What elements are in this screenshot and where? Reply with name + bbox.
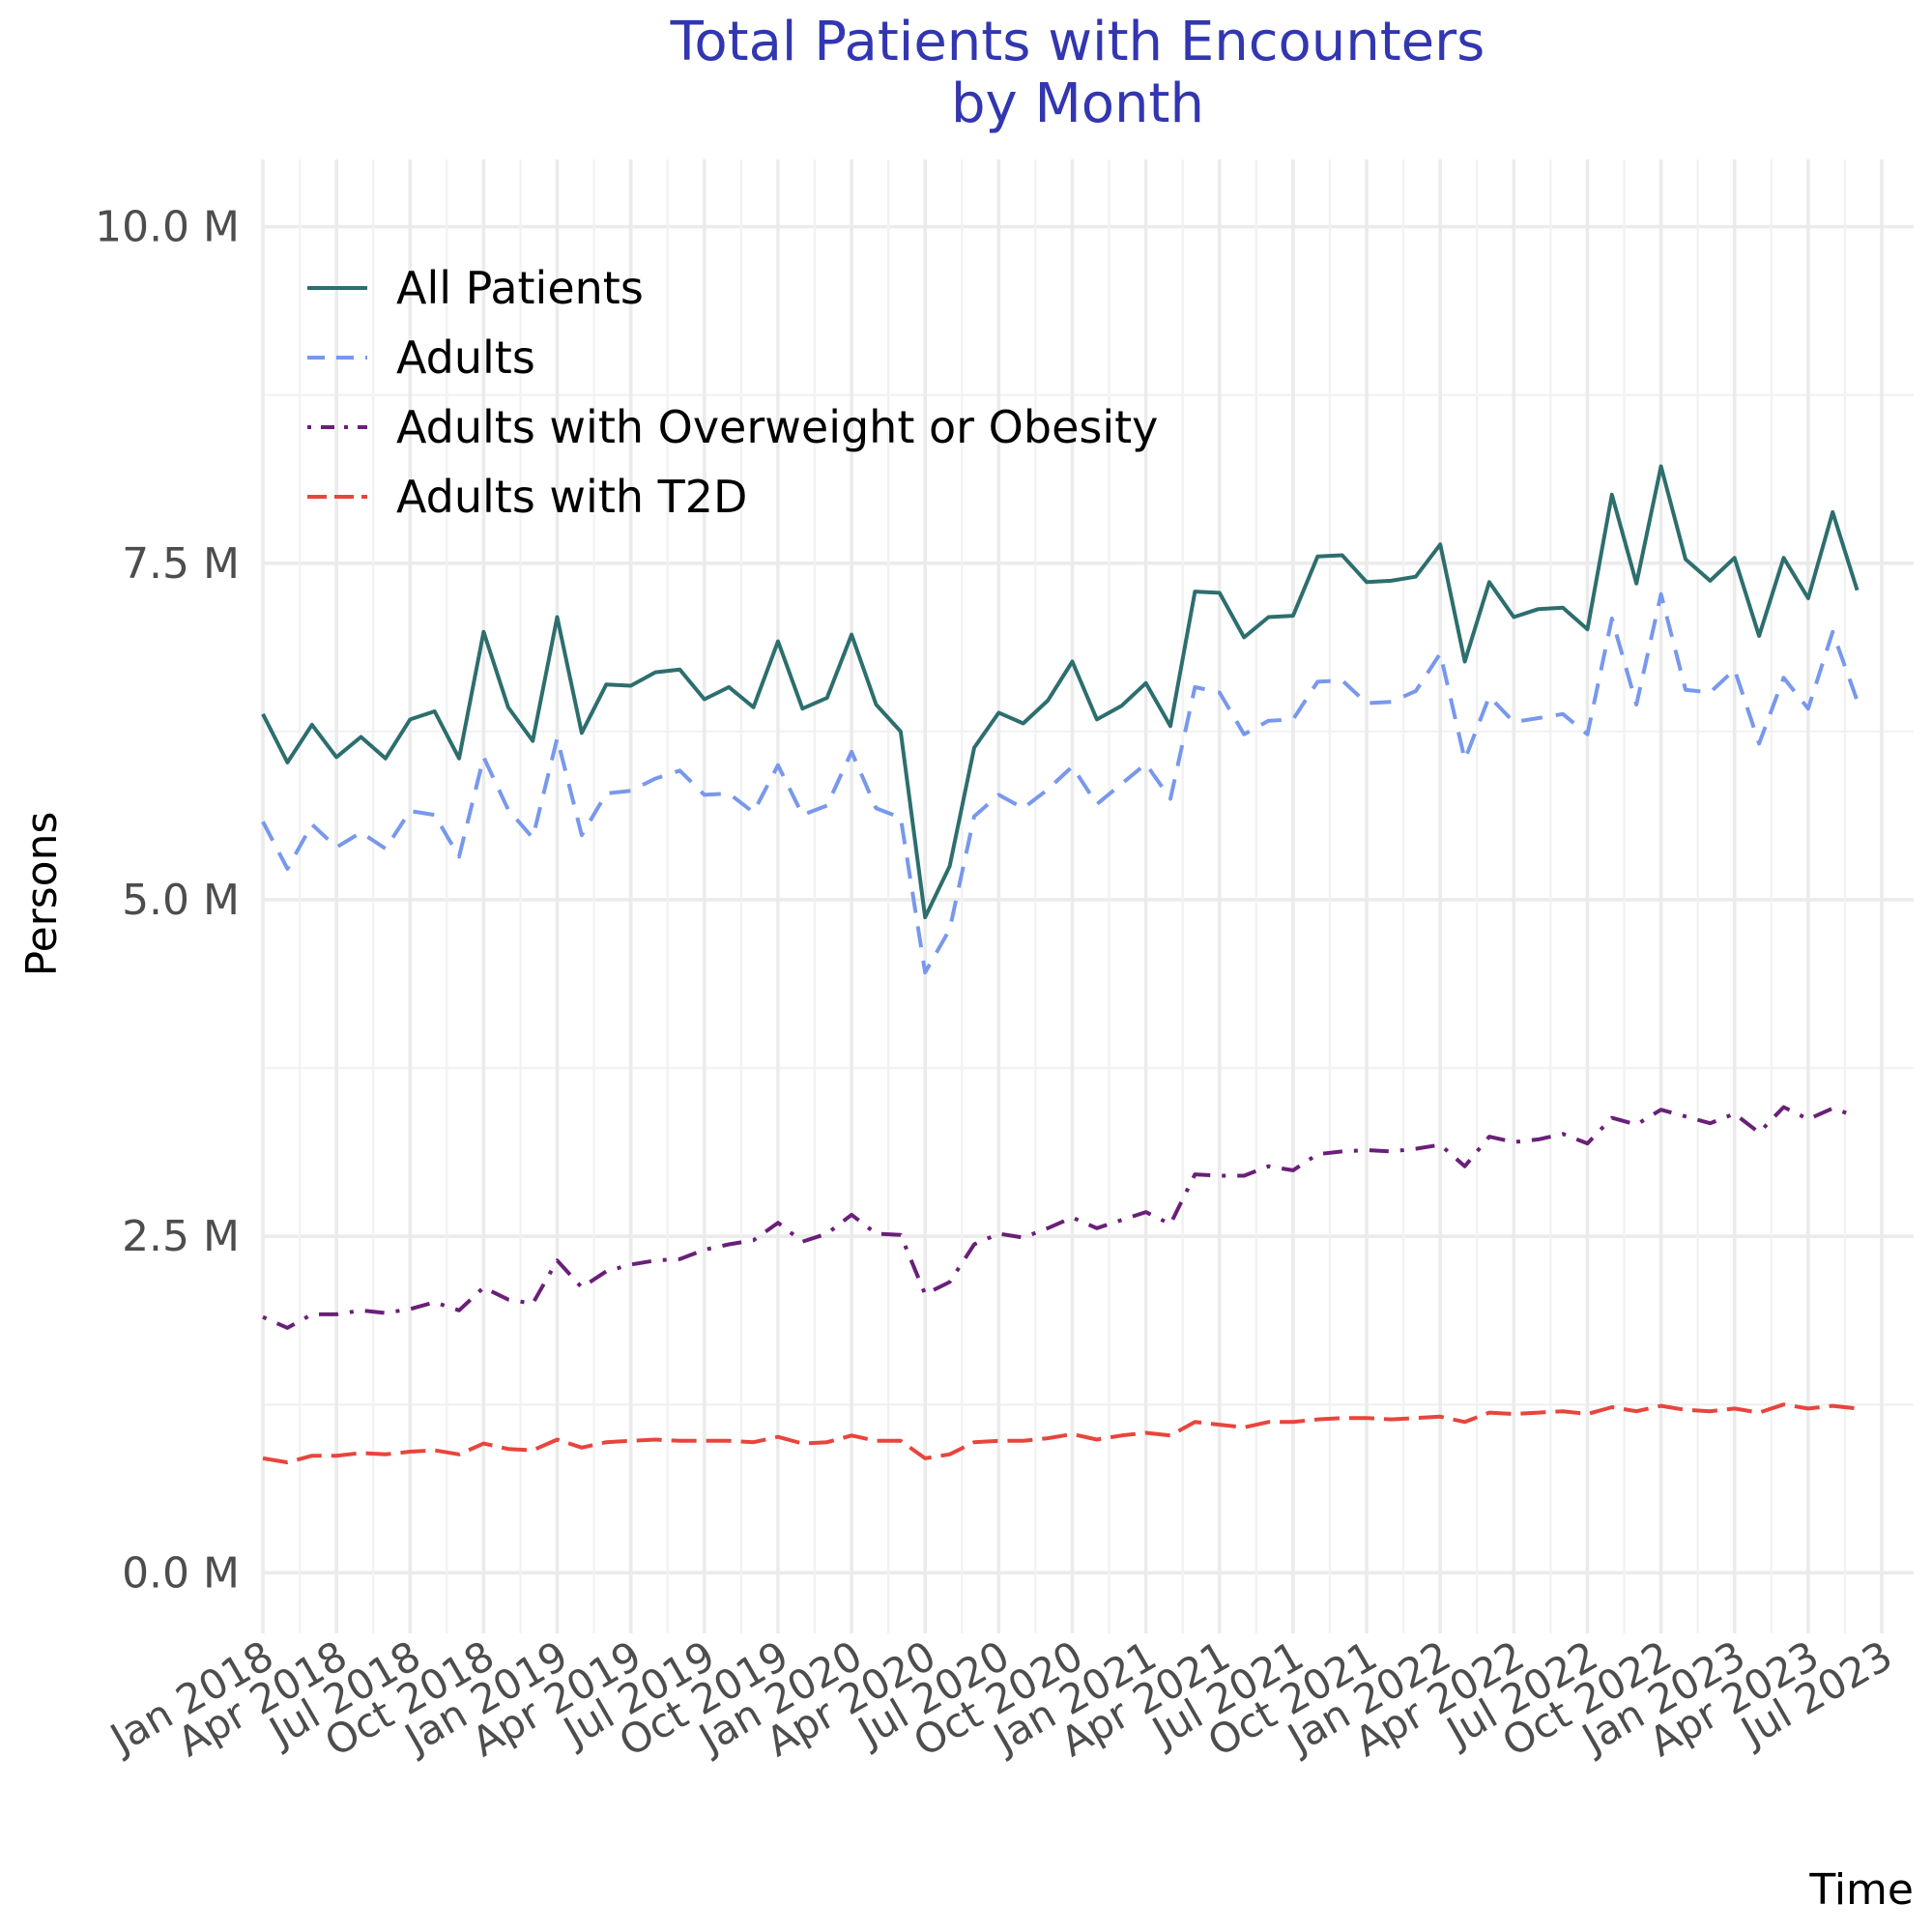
y-tick-label: 5.0 M [122,876,240,925]
series-lines [261,464,1860,1465]
legend: All Patients Adults Adults with Overweight… [307,262,1158,523]
chart-title-line2: by Month [951,72,1204,135]
y-tick-label: 7.5 M [122,539,240,589]
grid [261,159,1914,1633]
y-axis-ticks: 0.0 M 2.5 M 5.0 M 7.5 M 10.0 M [95,203,240,1599]
legend-label-2: Adults [396,332,535,384]
series-line-1 [261,464,1860,920]
x-axis-label: Time [1808,1865,1914,1915]
y-tick-label: 0.0 M [122,1548,240,1598]
series-line-3 [262,1105,1859,1330]
series-line-4 [262,1402,1858,1465]
legend-label-4: Adults with T2D [396,471,747,523]
y-axis-label: Persons [17,812,67,977]
chart-title-line1: Total Patients with Encounters [670,11,1485,73]
y-tick-label: 10.0 M [95,203,240,252]
series-line-2 [261,591,1860,975]
y-tick-label: 2.5 M [122,1212,240,1261]
legend-label-1: All Patients [396,262,644,314]
legend-label-3: Adults with Overweight or Obesity [396,401,1158,453]
